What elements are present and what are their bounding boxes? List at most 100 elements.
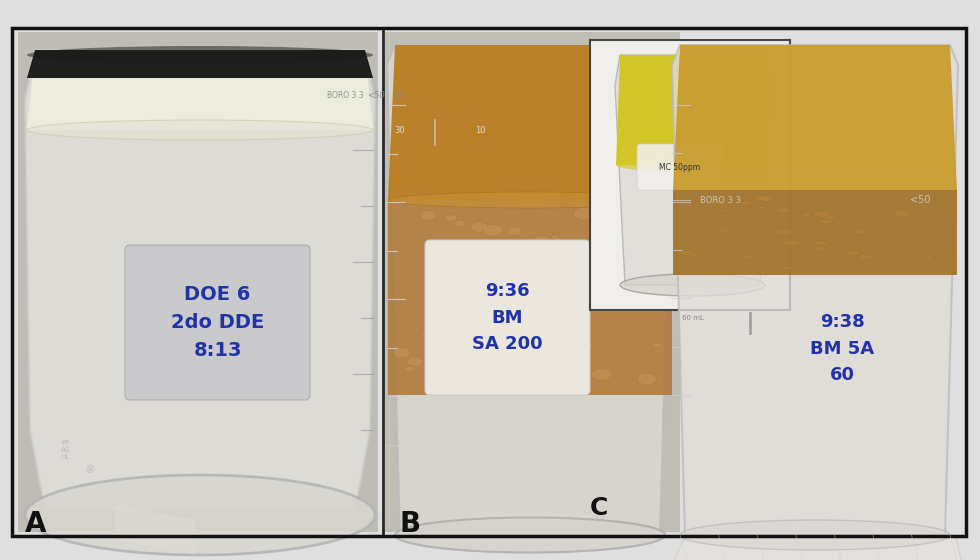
Text: DOE 6
2do DDE
8:13: DOE 6 2do DDE 8:13 xyxy=(171,285,265,360)
Ellipse shape xyxy=(801,213,811,217)
Ellipse shape xyxy=(470,222,488,232)
Text: 9:38
BM 5A
60: 9:38 BM 5A 60 xyxy=(809,314,874,384)
Polygon shape xyxy=(27,50,373,78)
Ellipse shape xyxy=(27,120,373,140)
Ellipse shape xyxy=(454,220,465,227)
Polygon shape xyxy=(25,50,375,510)
Polygon shape xyxy=(115,505,195,555)
Ellipse shape xyxy=(760,196,773,202)
Ellipse shape xyxy=(488,371,507,382)
Ellipse shape xyxy=(456,277,474,287)
Ellipse shape xyxy=(895,209,906,214)
Ellipse shape xyxy=(25,475,375,555)
Ellipse shape xyxy=(924,256,934,260)
Ellipse shape xyxy=(637,374,657,385)
FancyBboxPatch shape xyxy=(425,240,590,395)
Ellipse shape xyxy=(485,255,500,264)
Ellipse shape xyxy=(573,207,595,220)
Ellipse shape xyxy=(814,240,828,246)
Ellipse shape xyxy=(491,251,511,263)
Ellipse shape xyxy=(565,260,579,269)
Polygon shape xyxy=(388,200,672,395)
Ellipse shape xyxy=(706,255,712,257)
Ellipse shape xyxy=(744,255,754,259)
Ellipse shape xyxy=(680,250,693,255)
Ellipse shape xyxy=(652,342,662,348)
Polygon shape xyxy=(388,45,672,200)
Ellipse shape xyxy=(395,517,665,553)
Ellipse shape xyxy=(472,262,490,272)
Ellipse shape xyxy=(441,362,456,371)
FancyBboxPatch shape xyxy=(637,144,723,190)
Ellipse shape xyxy=(505,256,520,265)
Ellipse shape xyxy=(775,207,791,213)
Ellipse shape xyxy=(708,225,712,227)
Ellipse shape xyxy=(775,229,791,235)
Ellipse shape xyxy=(508,227,521,236)
Ellipse shape xyxy=(408,357,423,366)
Ellipse shape xyxy=(760,206,766,208)
Ellipse shape xyxy=(404,366,414,372)
Text: B: B xyxy=(400,510,421,538)
Text: <50: <50 xyxy=(909,195,930,205)
Ellipse shape xyxy=(868,258,873,260)
Ellipse shape xyxy=(555,238,562,242)
Ellipse shape xyxy=(559,266,565,270)
Ellipse shape xyxy=(853,229,866,235)
Text: A: A xyxy=(24,510,46,538)
Ellipse shape xyxy=(433,348,440,353)
Ellipse shape xyxy=(445,214,457,221)
Ellipse shape xyxy=(440,259,455,268)
Ellipse shape xyxy=(784,240,800,246)
Ellipse shape xyxy=(717,209,727,213)
Text: 60 mL: 60 mL xyxy=(681,315,704,321)
Ellipse shape xyxy=(755,195,770,202)
Ellipse shape xyxy=(620,274,765,296)
Ellipse shape xyxy=(432,367,452,379)
Ellipse shape xyxy=(430,258,442,265)
Ellipse shape xyxy=(27,46,373,64)
Ellipse shape xyxy=(552,235,560,240)
Ellipse shape xyxy=(741,200,752,205)
Text: PP
AS
OL: PP AS OL xyxy=(61,440,70,460)
Polygon shape xyxy=(27,50,373,130)
Ellipse shape xyxy=(783,266,793,270)
Ellipse shape xyxy=(483,225,503,236)
Ellipse shape xyxy=(915,235,921,237)
Ellipse shape xyxy=(847,250,860,255)
Text: BORO 3 3: BORO 3 3 xyxy=(700,195,741,204)
Polygon shape xyxy=(673,45,957,190)
Ellipse shape xyxy=(514,344,523,350)
Ellipse shape xyxy=(820,219,833,224)
Ellipse shape xyxy=(895,211,909,217)
Ellipse shape xyxy=(812,246,826,252)
Bar xyxy=(18,32,378,532)
Ellipse shape xyxy=(552,369,560,374)
Bar xyxy=(385,32,680,532)
Ellipse shape xyxy=(814,211,830,217)
Ellipse shape xyxy=(420,211,436,220)
Polygon shape xyxy=(672,45,958,535)
Ellipse shape xyxy=(924,235,929,236)
Ellipse shape xyxy=(586,343,593,347)
Ellipse shape xyxy=(719,228,730,232)
Ellipse shape xyxy=(422,329,440,340)
Text: ®: ® xyxy=(84,465,95,475)
Ellipse shape xyxy=(865,241,871,244)
Ellipse shape xyxy=(531,236,553,249)
Ellipse shape xyxy=(559,361,572,370)
FancyBboxPatch shape xyxy=(125,245,310,400)
Ellipse shape xyxy=(530,312,537,316)
Ellipse shape xyxy=(533,283,539,287)
Text: MC 50ppm: MC 50ppm xyxy=(660,162,701,171)
Polygon shape xyxy=(615,55,770,285)
Ellipse shape xyxy=(612,245,621,250)
Text: <50: <50 xyxy=(367,91,385,100)
Ellipse shape xyxy=(688,254,699,258)
Text: 10: 10 xyxy=(474,125,485,134)
Ellipse shape xyxy=(591,368,612,380)
Ellipse shape xyxy=(822,214,836,220)
Text: 10: 10 xyxy=(393,91,404,100)
Ellipse shape xyxy=(758,206,765,208)
Ellipse shape xyxy=(680,520,950,550)
